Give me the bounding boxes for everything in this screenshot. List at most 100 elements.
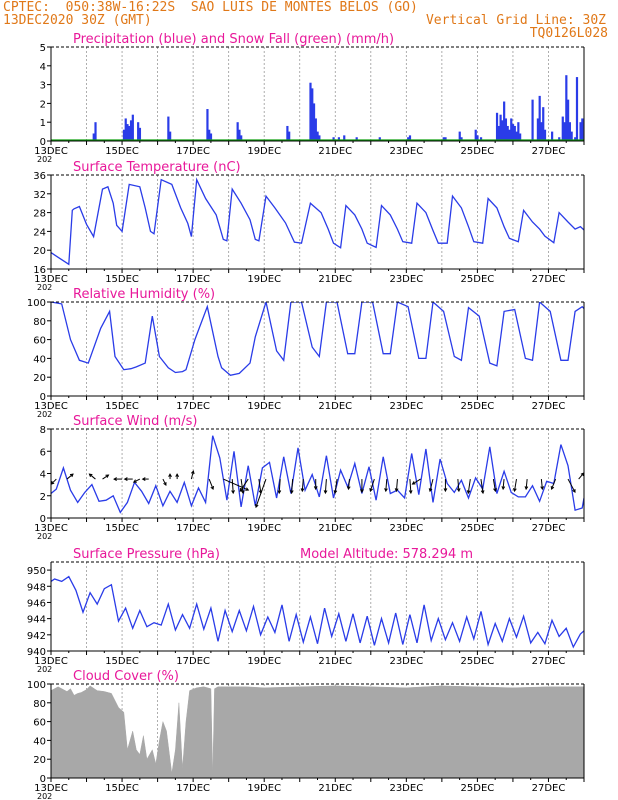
wind-arrowhead <box>105 474 110 478</box>
wind-arrowhead <box>210 486 214 491</box>
panel-4: 0 2 4 6 8 13DEC 15DEC 17DEC 19DEC 21DEC 23DEC 25DEC… <box>34 414 585 541</box>
x-tick-label: 19DEC <box>247 656 281 667</box>
precip-bar <box>503 101 506 141</box>
y-tick-label: 1 <box>40 118 46 129</box>
wind-arrows <box>50 470 585 509</box>
wind-arrowhead <box>346 486 351 491</box>
x-tick-label: 21DEC <box>318 523 352 534</box>
x-tick-label: 23DEC <box>389 656 423 667</box>
x-tick-label: 27DEC <box>532 401 566 412</box>
wind-arrowhead <box>289 490 294 495</box>
wind-arrow <box>369 478 375 492</box>
x-tick-label: 25DEC <box>461 146 495 157</box>
x-tick-label: 23DEC <box>389 274 423 285</box>
cloud-cover-area <box>51 685 584 778</box>
x-tick-label: 17DEC <box>176 146 210 157</box>
run-time: 13DEC2020 30Z (GMT) <box>3 13 152 28</box>
y-tick-label: 948 <box>27 582 46 593</box>
x-tick-label: 21DEC <box>318 401 352 412</box>
precip-bar <box>517 122 520 141</box>
precip-bar <box>343 135 346 141</box>
x-tick-label: 25DEC <box>461 274 495 285</box>
wind-arrowhead <box>163 482 167 487</box>
precip-bar <box>129 120 133 141</box>
y-tick-label: 20 <box>33 755 46 766</box>
wind-arrowhead <box>572 489 576 494</box>
wind-arrow <box>492 478 496 492</box>
y-tick-label: 100 <box>27 298 46 309</box>
y-tick-label: 0 <box>40 514 46 525</box>
wind-arrow <box>102 474 109 480</box>
series-line <box>51 302 584 377</box>
wind-arrowhead <box>443 488 448 493</box>
precip-bar <box>124 118 127 141</box>
wind-arrow <box>457 479 460 492</box>
precip-bar <box>208 129 211 141</box>
wind-arrow <box>525 479 528 490</box>
wind-arrowhead <box>333 490 338 495</box>
wind-arrow <box>162 478 167 486</box>
precip-bar <box>561 116 564 141</box>
y-tick-label: 4 <box>40 62 46 73</box>
precip-bar <box>570 131 573 141</box>
precip-bar <box>511 124 515 141</box>
panel-5: 940 942 944 946 948 950 13DEC 15DEC 17DEC 19DEC 21… <box>27 547 585 674</box>
precip-bar <box>501 120 504 141</box>
x-tick-label: 13DEC <box>34 783 68 794</box>
y-tick-label: 3 <box>40 81 46 92</box>
y-tick-label: 28 <box>33 209 46 220</box>
y-tick-label: 5 <box>40 43 46 54</box>
x-tick-label: 13DEC <box>34 274 68 285</box>
precip-bar <box>131 114 134 141</box>
wind-arrowhead <box>408 490 413 495</box>
x-tick-label: 27DEC <box>532 783 566 794</box>
precip-bar <box>476 135 479 141</box>
wind-arrow <box>239 478 249 492</box>
x-tick-label: 13DEC <box>34 523 68 534</box>
wind-arrow <box>255 478 267 508</box>
x-tick-label: 15DEC <box>105 783 139 794</box>
x-tick-label: 27DEC <box>532 523 566 534</box>
y-tick-label: 944 <box>27 615 46 626</box>
precip-bar <box>288 131 291 141</box>
y-tick-label: 0 <box>40 774 46 785</box>
series-group <box>51 75 584 141</box>
precip-bar <box>540 122 543 141</box>
year-stub: 202 <box>37 410 52 419</box>
precip-bar <box>543 129 547 141</box>
x-tick-label: 27DEC <box>532 146 566 157</box>
y-tick-label: 950 <box>27 566 46 577</box>
precip-bar <box>318 135 321 141</box>
x-tick-label: 25DEC <box>461 523 495 534</box>
precip-bar <box>531 99 534 141</box>
precip-bar <box>497 125 500 141</box>
y-tick-label: 60 <box>33 336 46 347</box>
precip-bar <box>513 125 516 141</box>
wind-arrow <box>480 478 484 494</box>
series-group <box>51 685 584 778</box>
model-code: TQ0126L028 <box>529 26 608 41</box>
wind-arrowhead <box>255 504 259 509</box>
x-tick-label: 19DEC <box>247 783 281 794</box>
wind-arrow <box>429 478 434 492</box>
panel-3: 0 20 40 60 80 100 13DEC 15DEC 17DEC 19DEC 21DEC 23D… <box>27 287 585 419</box>
wind-arrowhead <box>231 490 235 495</box>
wind-arrowhead <box>524 486 529 491</box>
y-tick-label: 80 <box>33 699 46 710</box>
wind-arrow <box>291 479 294 494</box>
precip-bar <box>479 137 483 141</box>
model-altitude: Model Altitude: 578.294 m <box>300 547 473 562</box>
x-tick-label: 13DEC <box>34 401 68 412</box>
precip-bar <box>332 137 335 141</box>
precip-bar <box>137 122 140 141</box>
precip-bar <box>579 122 582 141</box>
y-tick-label: 942 <box>27 631 46 642</box>
x-tick-label: 21DEC <box>318 146 352 157</box>
series-group <box>51 435 584 514</box>
chart-header: CPTEC: 050:38W-16:22S SAO LUIS DE MONTES… <box>0 0 618 44</box>
precip-bar <box>355 137 358 141</box>
precip-bar <box>442 137 445 141</box>
x-tick-label: 25DEC <box>461 401 495 412</box>
wind-arrow <box>208 478 214 490</box>
series-group <box>51 575 584 649</box>
